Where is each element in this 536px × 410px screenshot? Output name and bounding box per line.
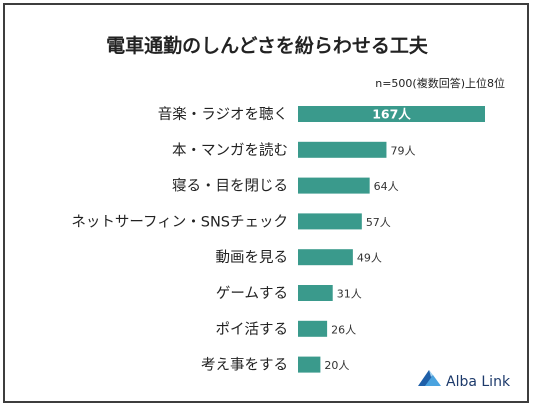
value-label: 31人	[337, 288, 362, 301]
bar	[298, 249, 353, 266]
bar-chart: 電車通勤のしんどさを紛らわせる工夫 n=500(複数回答)上位8位 音楽・ラジオ…	[71, 34, 511, 390]
category-label: ネットサーフィン・SNSチェック	[71, 213, 288, 230]
category-label: 音楽・ラジオを聴く	[158, 106, 288, 123]
chart-title: 電車通勤のしんどさを紛らわせる工夫	[106, 34, 429, 57]
brand-logo: Alba Link	[418, 370, 511, 390]
brand-name: Alba Link	[446, 374, 511, 390]
value-label: 49人	[357, 252, 382, 265]
category-label: 動画を見る	[216, 249, 289, 266]
triangle-mountain-icon	[418, 370, 441, 386]
category-label: 寝る・目を閉じる	[172, 177, 288, 195]
bar	[298, 106, 485, 122]
category-label: ゲームする	[216, 285, 288, 302]
sample-note: n=500(複数回答)上位8位	[375, 76, 505, 90]
bar	[298, 356, 321, 373]
value-label: 167人	[372, 107, 411, 122]
bar	[298, 285, 333, 301]
bar	[298, 320, 328, 337]
category-label: 本・マンガを読む	[172, 142, 288, 159]
category-label: 考え事をする	[201, 357, 288, 374]
category-label: ポイ活する	[216, 321, 289, 338]
bar	[298, 141, 387, 158]
value-label: 57人	[366, 216, 391, 229]
value-label: 26人	[331, 323, 356, 336]
bar	[298, 213, 362, 230]
value-label: 79人	[390, 144, 415, 157]
value-label: 64人	[374, 180, 399, 193]
chart-frame: 電車通勤のしんどさを紛らわせる工夫 n=500(複数回答)上位8位 音楽・ラジオ…	[3, 3, 529, 403]
bar	[298, 177, 370, 194]
value-label: 20人	[324, 359, 349, 372]
